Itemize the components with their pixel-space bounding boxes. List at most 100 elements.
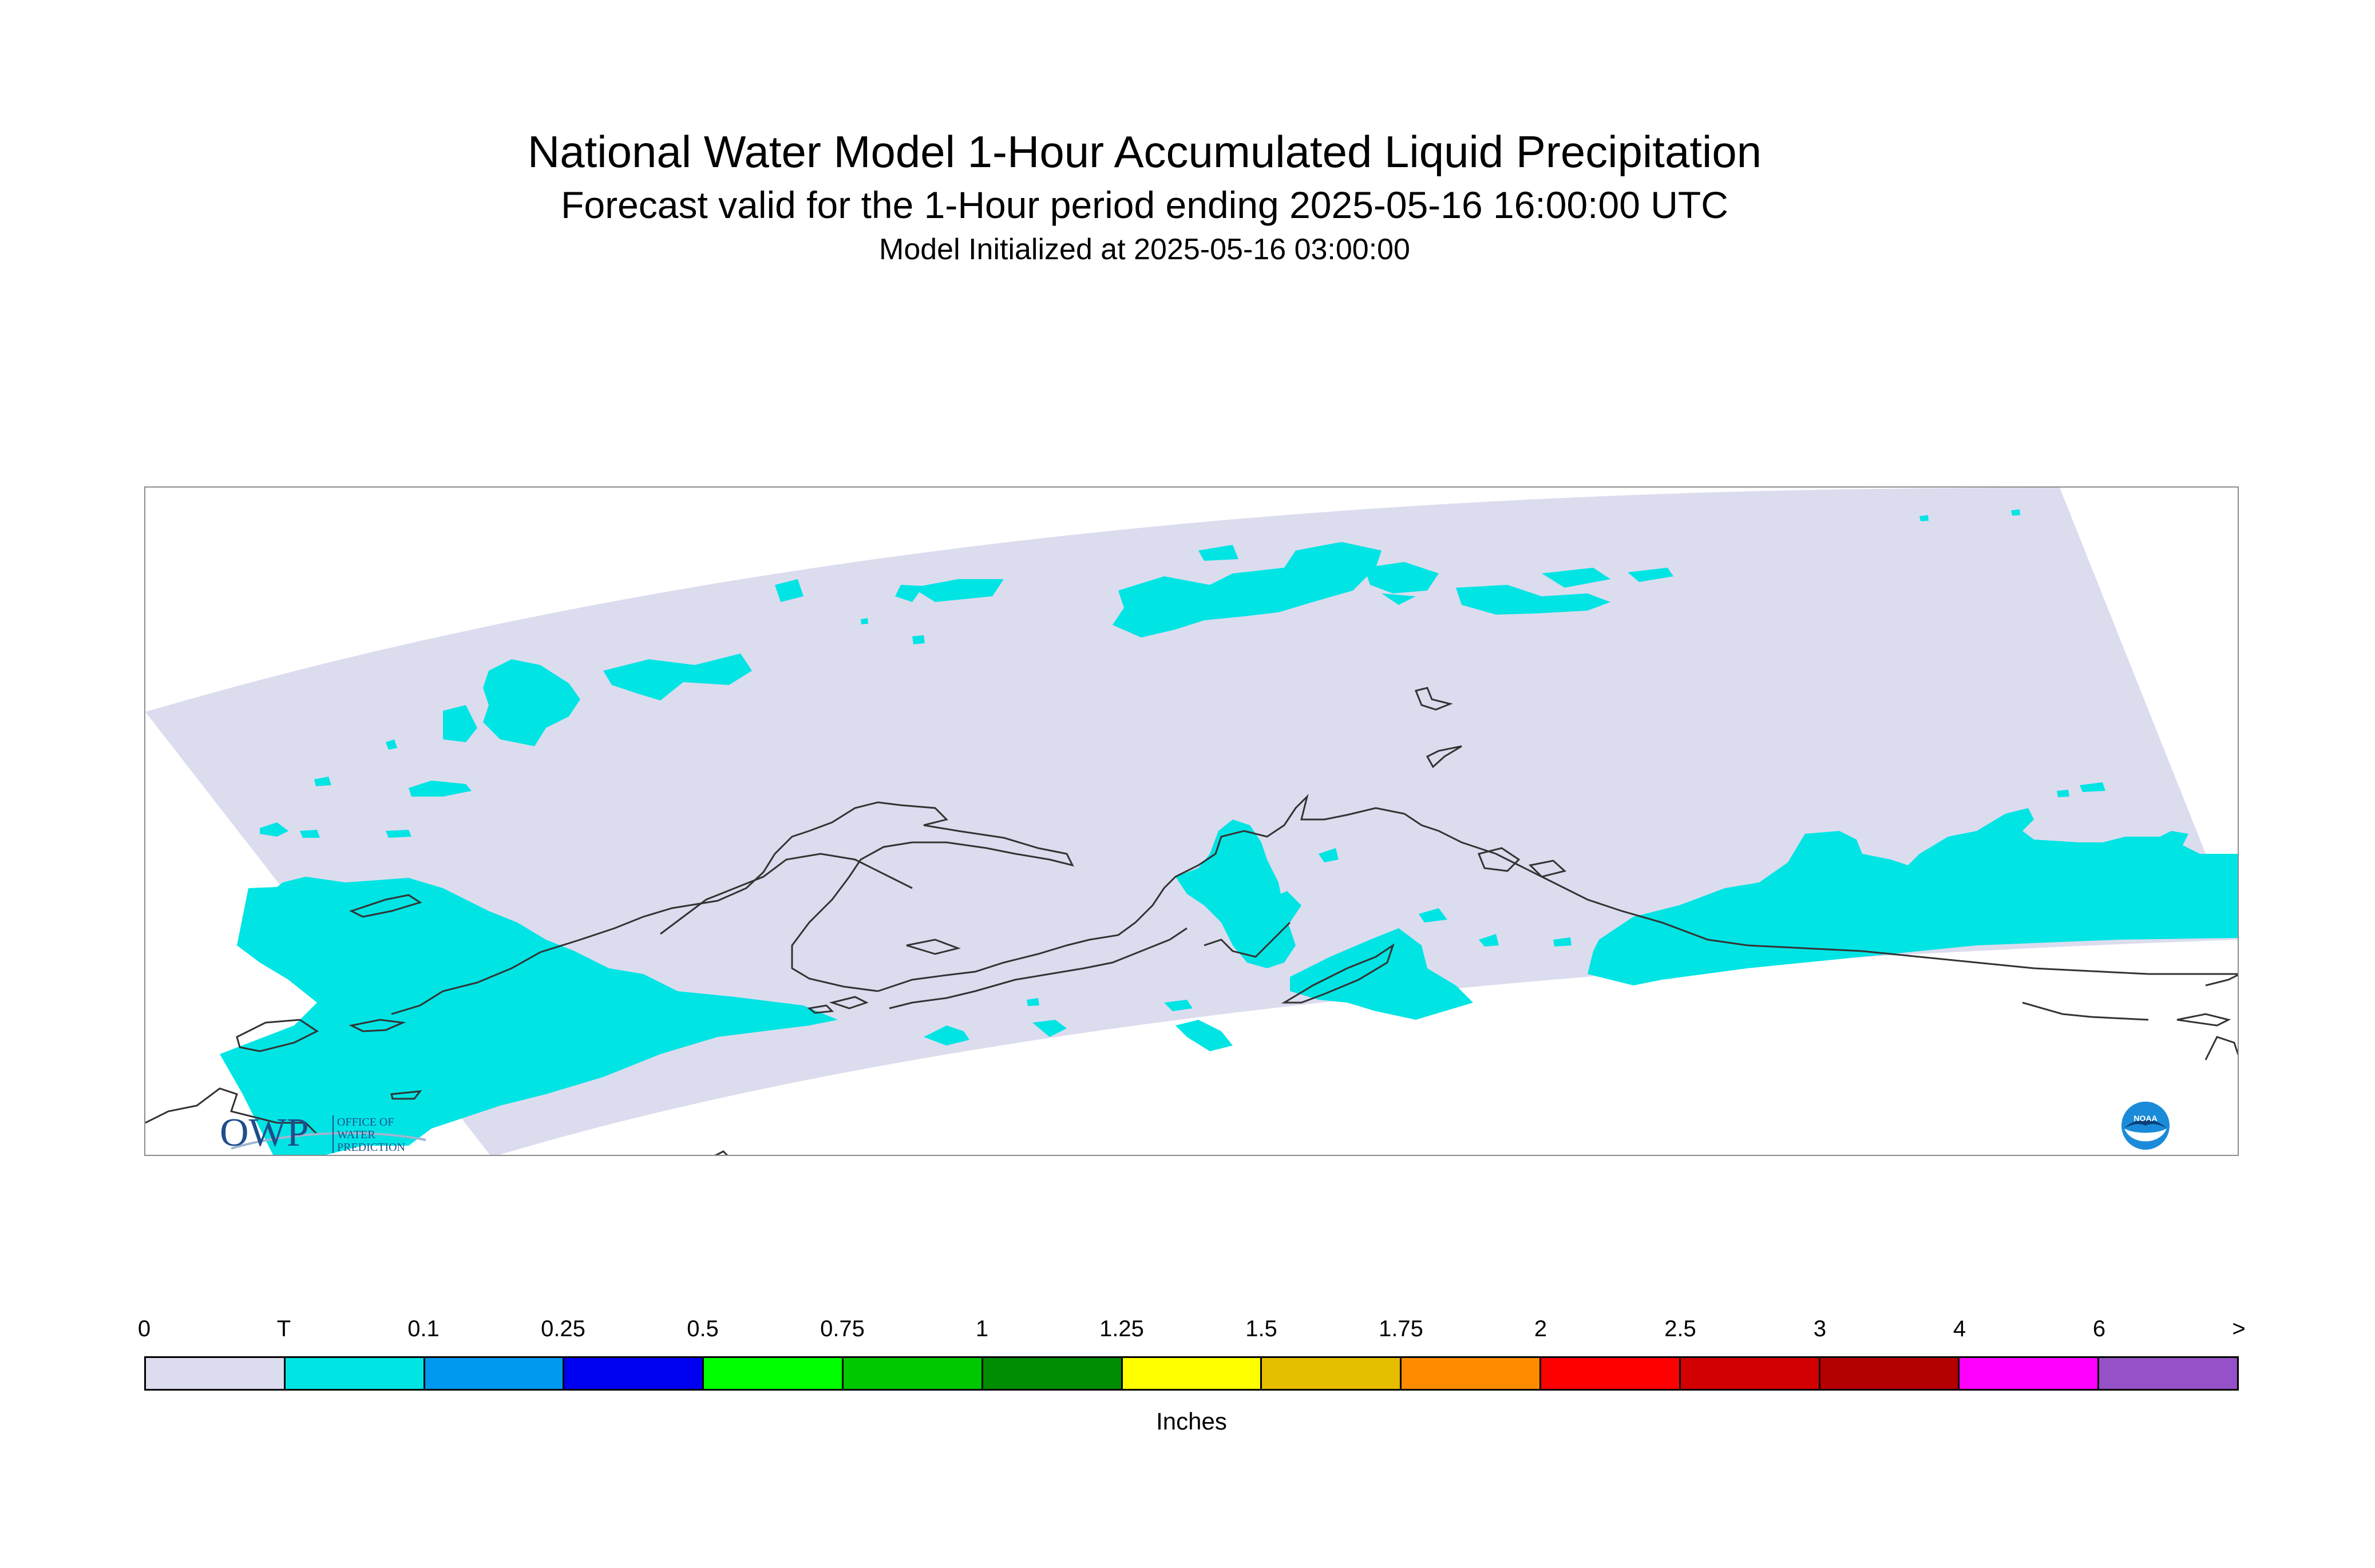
precip-area [2080,782,2105,792]
precip-area [1027,998,1039,1006]
coastline-russia [145,1087,318,1135]
legend-tick-label: T [276,1316,291,1341]
legend-swatch [843,1358,983,1389]
noaa-text: NOAA [2133,1114,2157,1123]
precip-area [260,822,288,837]
precip-area [924,1025,969,1046]
map-canvas [145,488,2238,1155]
legend-swatch [425,1358,565,1389]
owp-line2: WATER [337,1129,375,1141]
map-title: National Water Model 1-Hour Accumulated … [527,126,1762,177]
noaa-lower [2124,1129,2167,1142]
legend-swatch [1820,1358,1960,1389]
precip-area [1419,908,1447,922]
precip-area [1164,1000,1193,1011]
precip-area [314,777,331,786]
noaa-bird [2124,1120,2167,1129]
precip-area [912,579,1004,602]
island-westcoast [349,894,422,918]
island-sea-1 [1414,687,1453,711]
precip-area [603,654,752,700]
precip-area [409,781,472,797]
noaa-logo: NOAA [2121,1102,2170,1150]
precip-area [912,635,925,644]
river-yukon [660,853,913,935]
legend-swatch [1122,1358,1262,1389]
legend-swatch [1262,1358,1402,1389]
legend-tick-label: 4 [1953,1316,1966,1341]
legend-tick-label: 1.5 [1245,1316,1277,1341]
precip-area [2063,871,2083,882]
legend-tick-label: 0.75 [820,1316,865,1341]
legend-bar [144,1356,2239,1391]
precip-area [1382,593,1416,605]
coastline-bottom [714,1150,729,1155]
legend-units-label: Inches [1156,1408,1227,1435]
island-nunivak [236,1019,319,1052]
precip-area [300,830,320,838]
legend-tick-label: 2 [1534,1316,1547,1341]
owp-line1: OFFICE OF [337,1116,394,1129]
precip-area [861,618,868,624]
precip-area [2057,790,2069,797]
precip-area [775,579,803,602]
legend-swatch [983,1358,1123,1389]
title-block: National Water Model 1-Hour Accumulated … [0,123,2375,270]
coastline-southeast [2022,1001,2149,1021]
precip-area [2022,888,2045,901]
legend-swatch [704,1358,844,1389]
precip-area [1588,808,2238,985]
legend-swatch [1680,1358,1820,1389]
precip-area [1113,542,1382,638]
legend-swatch [285,1358,425,1389]
coastline-east [2205,974,2238,987]
legend-swatch [146,1358,286,1389]
coastlines [145,687,2238,1155]
precip-area [1175,819,1296,968]
owp-logo: OWP OFFICE OF WATER PREDICTION [220,1111,426,1155]
legend-swatch [2099,1358,2237,1389]
legend-tick-label: 1.25 [1099,1316,1144,1341]
legend-swatch [1960,1358,2100,1389]
legend-tick-label: 1.75 [1379,1316,1423,1341]
precip-area [1198,545,1238,561]
precip-area [1628,568,1673,582]
precip-area [1862,881,1888,893]
island-east-2 [2204,1036,2238,1060]
precip-area [483,659,580,746]
legend-swatch [1541,1358,1681,1389]
island-aleutian-1 [829,996,869,1009]
precip-area [1919,515,1929,521]
model-init-time: Model Initialized at 2025-05-16 03:00:00 [879,233,1410,266]
legend-tick-label: 0.1 [407,1316,440,1341]
legend-tick-label: 2.5 [1664,1316,1696,1341]
island-stlawrence [349,1019,406,1032]
island-southeast [2176,1013,2231,1027]
precip-area [1290,928,1473,1020]
precip-area [1261,891,1301,922]
island-kodiak [1281,943,1395,1004]
owp-letters: OWP [220,1111,309,1155]
precip-areas [220,509,2238,1155]
legend-tick-label: 0 [137,1316,151,1341]
precip-area [2011,509,2020,516]
legend-swatch [1402,1358,1541,1389]
precip-area [386,830,411,838]
precip-area [1032,1020,1067,1037]
island-small-a [390,1090,422,1100]
islands-prince-william [1477,847,1567,878]
precip-area [1479,934,1499,947]
precip-area [1845,887,1858,894]
legend-tick-label: 0.5 [687,1316,719,1341]
legend-tick-label: 3 [1813,1316,1827,1341]
precip-area [1542,568,1610,588]
legend-tick-label: 0.25 [541,1316,585,1341]
precip-area [1553,937,1572,947]
coastline-peninsula [877,794,2238,992]
map-subtitle: Forecast valid for the 1-Hour period end… [561,184,1728,226]
precip-area [220,877,838,1155]
map-panel: OWP OFFICE OF WATER PREDICTION NOAA [144,486,2239,1156]
coastline-shelikof [1204,921,1291,958]
color-legend: 0 T 0.1 0.25 0.5 0.75 1 1.25 1.5 1.75 2 2.5 3 4 6 > [138,1316,2246,1396]
legend-tick-label: 6 [2092,1316,2106,1341]
